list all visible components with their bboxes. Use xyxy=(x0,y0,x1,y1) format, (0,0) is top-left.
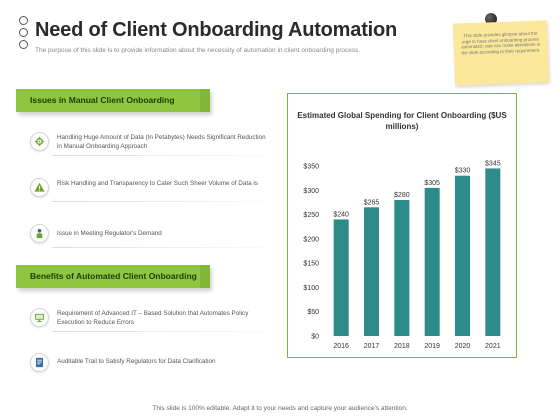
x-tick-label: 2018 xyxy=(394,343,410,350)
bar xyxy=(485,168,501,336)
data-label: $240 xyxy=(333,211,349,218)
bar-chart: $0 $50 $100 $150 $200 $250 $300 $350 $240 2016 $26… xyxy=(303,160,501,350)
divider xyxy=(52,247,292,248)
list-item: Requirement of Advanced IT – Based Solut… xyxy=(30,306,292,332)
bar xyxy=(333,219,349,336)
sticky-note: This slide provides glimpse about the ur… xyxy=(452,20,550,86)
divider xyxy=(52,331,292,332)
x-tick-label: 2019 xyxy=(424,343,440,350)
y-tick-label: $300 xyxy=(303,188,319,195)
y-tick-label: $50 xyxy=(307,309,319,316)
y-tick-label: $350 xyxy=(303,164,319,171)
list-item-text: Requirement of Advanced IT – Based Solut… xyxy=(57,310,249,326)
section-header-issues: Issues in Manual Client Onboarding xyxy=(16,89,210,112)
x-tick-label: 2020 xyxy=(455,343,471,350)
x-tick-label: 2016 xyxy=(333,343,349,350)
chart-container: Estimated Global Spending for Client Onb… xyxy=(287,93,517,358)
chart-title: Estimated Global Spending for Client Onb… xyxy=(297,111,507,131)
data-label: $265 xyxy=(364,199,380,206)
section-header-benefits: Benefits of Automated Client Onboarding xyxy=(16,265,210,288)
x-tick-label: 2021 xyxy=(485,343,501,350)
footer-text: This slide is 100% editable. Adapt it to… xyxy=(152,405,408,412)
list-item-text: Auditable Trail to Satisfy Regulators fo… xyxy=(57,358,216,365)
bar xyxy=(424,187,440,336)
ring-icon xyxy=(19,28,28,37)
data-label: $305 xyxy=(424,180,440,187)
divider xyxy=(52,201,292,202)
list-item-text: Risk Handling and Transparency to Cater … xyxy=(57,180,258,187)
gear-icon xyxy=(30,132,49,151)
list-item: Risk Handling and Transparency to Cater … xyxy=(30,176,292,202)
list-item: Auditable Trail to Satisfy Regulators fo… xyxy=(30,351,270,377)
y-tick-label: $150 xyxy=(303,261,319,268)
bar xyxy=(394,200,410,336)
bar xyxy=(455,175,470,336)
ring-icon xyxy=(19,40,28,49)
ring-icon xyxy=(19,16,28,25)
warning-icon xyxy=(30,178,49,197)
list-item: Handling Huge Amount of Data (In Petabyt… xyxy=(30,130,292,156)
list-item-text: Handling Huge Amount of Data (In Petabyt… xyxy=(57,134,266,150)
data-label: $345 xyxy=(485,160,501,167)
x-tick-label: 2017 xyxy=(364,343,380,350)
monitor-icon xyxy=(30,308,49,327)
y-tick-label: $100 xyxy=(303,285,319,292)
bar xyxy=(364,207,379,336)
y-tick-label: $200 xyxy=(303,236,319,243)
document-icon xyxy=(30,353,49,372)
y-tick-label: $0 xyxy=(311,334,319,341)
page-title: Need of Client Onboarding Automation xyxy=(35,19,398,41)
divider xyxy=(52,155,292,156)
list-item: Issue in Meeting Regulator's Demand xyxy=(30,222,292,248)
list-item-text: Issue in Meeting Regulator's Demand xyxy=(57,230,162,237)
data-label: $330 xyxy=(455,168,471,175)
person-icon xyxy=(30,224,49,243)
data-label: $280 xyxy=(394,192,410,199)
y-tick-label: $250 xyxy=(303,212,319,219)
binder-rings xyxy=(19,16,31,52)
page-subtitle: The purpose of this slide is to provide … xyxy=(35,47,361,54)
